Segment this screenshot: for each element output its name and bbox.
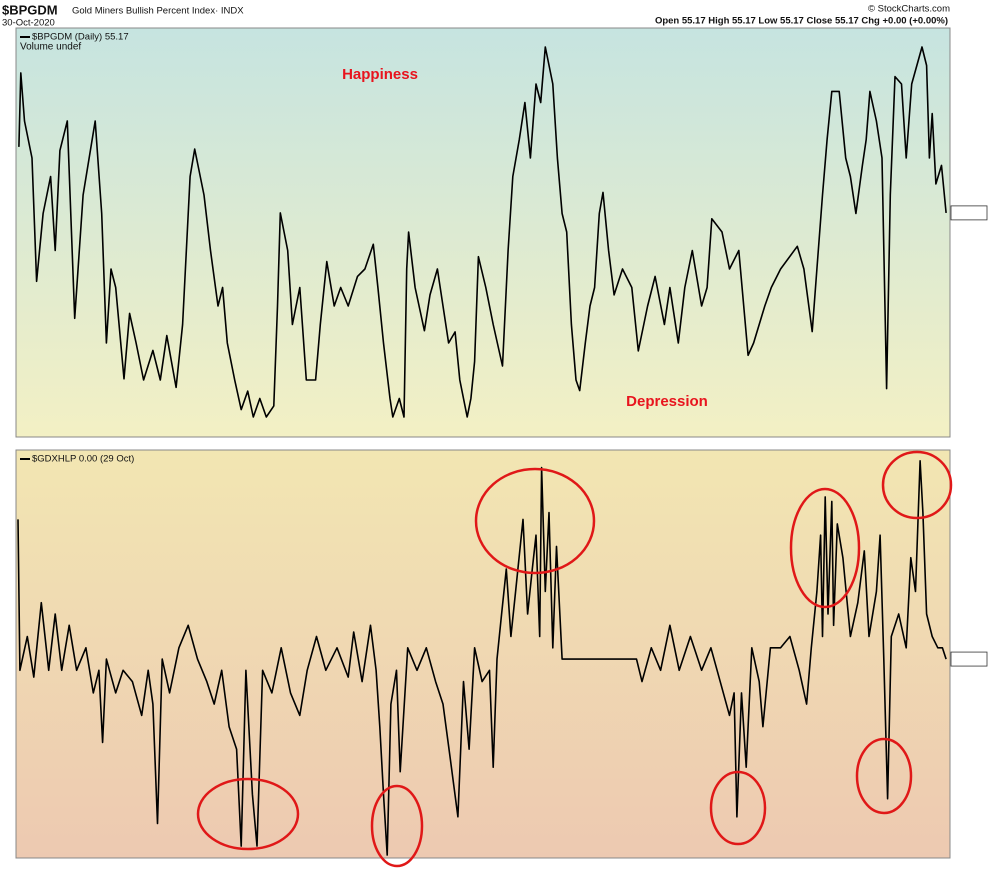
highlight-circle	[855, 737, 913, 815]
series-line	[18, 46, 947, 418]
value-tag	[950, 651, 988, 667]
date: 30-Oct-2020	[2, 18, 55, 29]
highlight-circle	[196, 777, 300, 851]
highlight-circle	[789, 487, 861, 609]
annotation: Depression	[626, 393, 708, 410]
annotation: Happiness	[342, 66, 418, 83]
quote: Open 55.17 High 55.17 Low 55.17 Close 55…	[655, 16, 948, 27]
legend-entry: $GDXHLP 0.00 (29 Oct)	[32, 454, 134, 465]
index-name: Gold Miners Bullish Percent Index· INDX	[72, 6, 244, 17]
data	[17, 46, 988, 856]
labels: $BPGDM Gold Miners Bullish Percent Index…	[2, 2, 950, 464]
highlight-circle	[474, 467, 596, 575]
highlight-circle	[370, 784, 424, 868]
copyright: © StockCharts.com	[868, 4, 950, 15]
legend-entry: $BPGDM (Daily) 55.17	[32, 32, 129, 43]
panel-background	[15, 27, 951, 438]
subtitle: Volume undef	[20, 42, 81, 53]
highlight-circles	[196, 450, 953, 868]
backgrounds	[15, 27, 951, 859]
highlight-circle	[881, 450, 953, 520]
series-line	[17, 460, 947, 856]
highlight-circle	[709, 770, 767, 846]
symbol: $BPGDM	[2, 2, 58, 17]
value-tag	[950, 205, 988, 221]
